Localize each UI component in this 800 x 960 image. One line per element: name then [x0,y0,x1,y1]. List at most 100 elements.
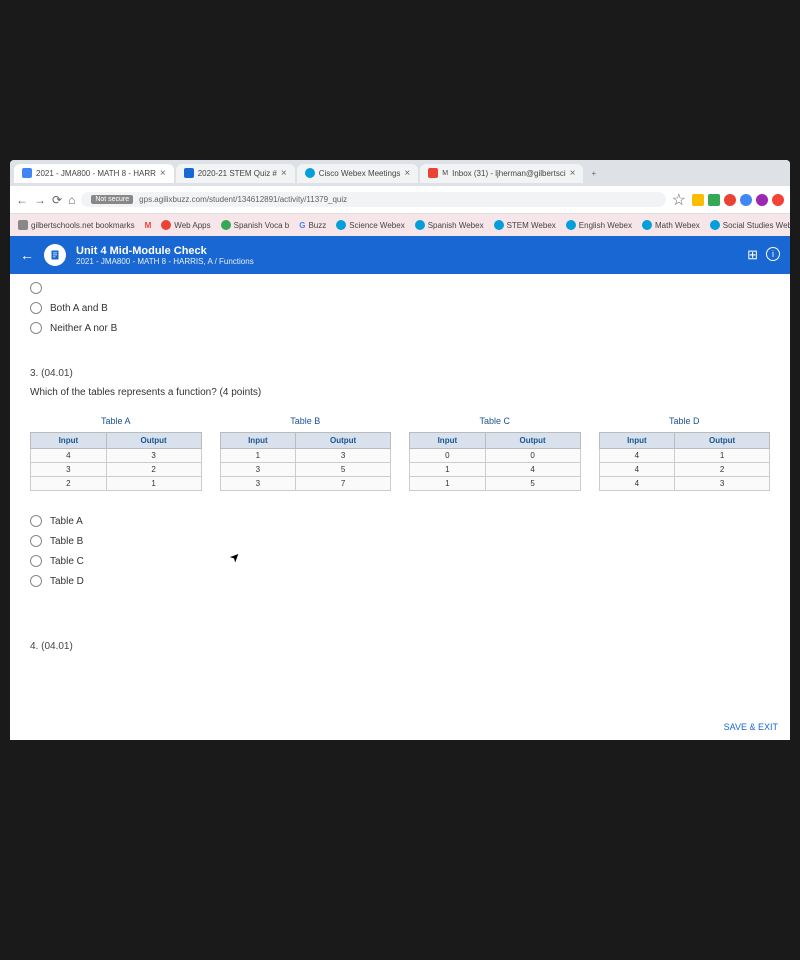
radio-icon [30,302,42,314]
back-button[interactable]: ← [16,193,28,207]
data-table: InputOutput433221 [30,432,202,491]
ext-icon[interactable] [724,194,736,206]
webex-icon [336,220,346,230]
quiz-content: . Both A and B Neither A nor B 3. (04.01… [10,274,790,740]
ext-icon[interactable] [708,194,720,206]
table-cell: 4 [485,463,580,477]
ext-icon[interactable] [756,194,768,206]
table-row: 32 [31,463,202,477]
table-cell: 2 [675,463,770,477]
table-header: Input [31,433,107,449]
table-header: Input [410,433,486,449]
table-cell: 2 [106,463,201,477]
tab-favicon [22,168,32,178]
radio-icon [30,555,42,567]
table-cell: 3 [220,477,296,491]
save-exit-button[interactable]: SAVE & EXIT [724,722,778,732]
option-label: Table A [50,516,83,527]
table-row: 21 [31,477,202,491]
radio-icon [30,515,42,527]
table-cell: 4 [31,449,107,463]
star-icon[interactable]: ☆ [672,190,686,210]
ext-icon[interactable] [772,194,784,206]
radio-option[interactable]: Both A and B [30,298,770,318]
quiz-title: Unit 4 Mid-Module Check [76,245,737,257]
radio-option[interactable]: Neither A nor B [30,318,770,338]
table-row: 43 [599,477,770,491]
new-tab-button[interactable]: + [585,169,602,178]
tab-favicon [305,168,315,178]
calculator-icon[interactable]: ⊞ [747,247,758,263]
bookmark-icon [221,220,231,230]
bookmark-item[interactable]: gilbertschools.net bookmarks [18,220,135,230]
tab-1[interactable]: 2020-21 STEM Quiz #× [176,164,295,183]
bookmark-item[interactable]: GBuzz [299,221,326,230]
table-title: Table A [30,416,202,426]
bookmark-item[interactable]: Science Webex [336,220,404,230]
bookmark-item[interactable]: Social Studies Web... [710,220,790,230]
close-icon[interactable]: × [281,168,287,179]
bookmark-item[interactable]: Spanish Voca b [221,220,290,230]
close-icon[interactable]: × [404,168,410,179]
table-cell: 1 [410,477,486,491]
reload-button[interactable]: ⟳ [52,193,62,207]
ext-icon[interactable] [692,194,704,206]
quiz-header: ← Unit 4 Mid-Module Check 2021 - JMA800 … [10,236,790,274]
url-input[interactable]: Not secure gps.agilixbuzz.com/student/13… [81,192,665,207]
radio-option-a[interactable]: Table A [30,511,770,531]
close-icon[interactable]: × [160,168,166,179]
answer-options: Table A Table B Table C Table D [30,511,770,591]
bookmark-item[interactable]: Web Apps [161,220,210,230]
next-question-number: 4. (04.01) [30,641,770,652]
back-arrow-button[interactable]: ← [20,247,34,263]
table-b: Table BInputOutput133537 [220,416,392,491]
bookmark-item[interactable]: M [145,221,152,230]
table-row: 43 [31,449,202,463]
browser-tabs: 2021 - JMA800 - MATH 8 - HARR× 2020-21 S… [10,160,790,186]
table-c: Table CInputOutput001415 [409,416,581,491]
radio-option[interactable]: . [30,278,770,298]
table-row: 41 [599,449,770,463]
forward-button[interactable]: → [34,193,46,207]
bookmarks-bar: gilbertschools.net bookmarks M Web Apps … [10,214,790,236]
table-cell: 4 [599,463,675,477]
radio-icon [30,282,42,294]
table-row: 00 [410,449,581,463]
tab-favicon [184,168,194,178]
webex-icon [642,220,652,230]
table-cell: 1 [220,449,296,463]
gmail-icon: M [145,221,152,230]
option-label: Neither A nor B [50,323,117,334]
close-icon[interactable]: × [570,168,576,179]
webex-icon [415,220,425,230]
bookmark-item[interactable]: Spanish Webex [415,220,484,230]
extension-icons [692,194,784,206]
table-cell: 2 [31,477,107,491]
bookmark-item[interactable]: STEM Webex [494,220,556,230]
quiz-breadcrumb: 2021 - JMA800 - MATH 8 - HARRIS, A / Fun… [76,257,737,266]
radio-option-c[interactable]: Table C [30,551,770,571]
option-label: Table C [50,556,84,567]
option-label: Both A and B [50,303,108,314]
ext-icon[interactable] [740,194,752,206]
table-row: 42 [599,463,770,477]
radio-option-d[interactable]: Table D [30,571,770,591]
bookmark-item[interactable]: Math Webex [642,220,700,230]
table-d: Table DInputOutput414243 [599,416,771,491]
question-text: Which of the tables represents a functio… [30,387,770,398]
table-cell: 0 [485,449,580,463]
home-button[interactable]: ⌂ [68,193,75,207]
webex-icon [494,220,504,230]
folder-icon [18,220,28,230]
webex-icon [566,220,576,230]
security-badge: Not secure [91,195,133,204]
tab-2[interactable]: Cisco Webex Meetings× [297,164,419,183]
table-cell: 4 [599,449,675,463]
radio-option-b[interactable]: Table B [30,531,770,551]
tables-container: Table AInputOutput433221Table BInputOutp… [30,416,770,491]
tab-3[interactable]: M Inbox (31) - ljherman@gilbertsci× [420,164,583,183]
info-icon[interactable]: i [766,247,780,261]
table-cell: 3 [106,449,201,463]
tab-0[interactable]: 2021 - JMA800 - MATH 8 - HARR× [14,164,174,183]
bookmark-item[interactable]: English Webex [566,220,632,230]
